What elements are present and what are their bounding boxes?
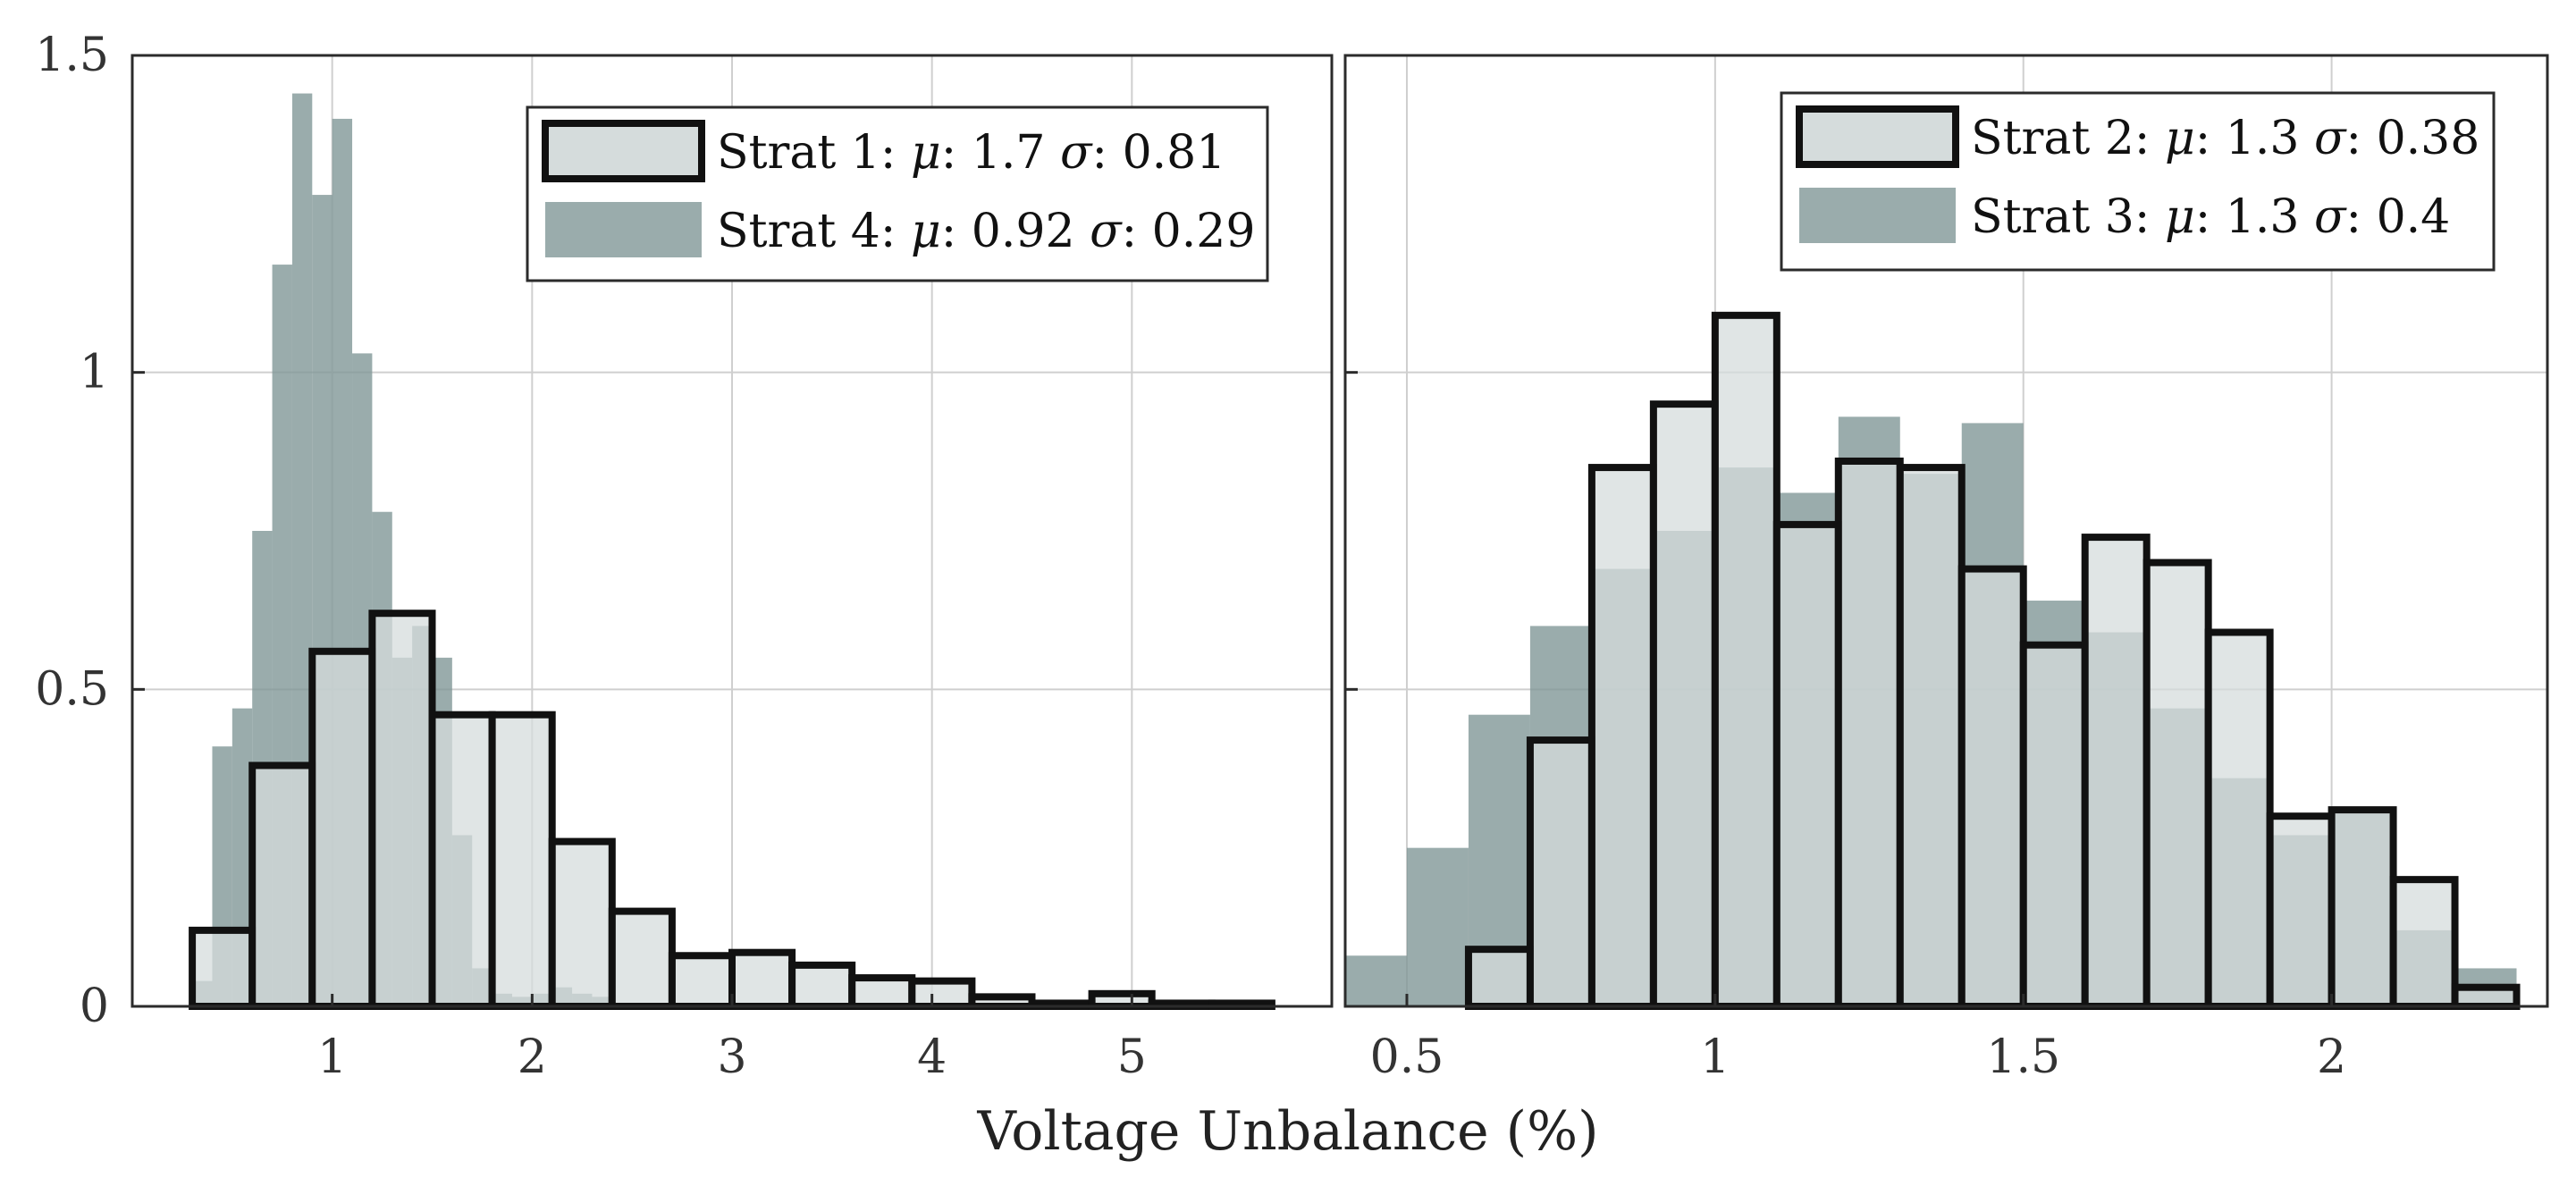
- histogram-bar: [1957, 565, 2027, 1010]
- histogram-bar: [189, 926, 257, 1011]
- histogram-bar: [1345, 955, 1407, 1006]
- histogram-bar: [2389, 876, 2459, 1011]
- histogram-panel-right: 0.5 1 1.5 2 Strat 2: μ: 1.3 σ: 0.38 Strat 3: …: [1343, 54, 2549, 1084]
- y-tick-label: 1.5: [35, 29, 109, 82]
- histogram-bar: [368, 610, 436, 1010]
- x-tick-label: 0.5: [1370, 1030, 1444, 1084]
- histogram-bar: [428, 711, 496, 1010]
- y-tick-label: 0.5: [35, 662, 109, 716]
- histogram-bar: [488, 711, 556, 1010]
- histogram-bar: [248, 761, 316, 1010]
- histogram-bar: [1587, 464, 1657, 1010]
- histogram-bar: [1088, 989, 1156, 1011]
- legend: Strat 2: μ: 1.3 σ: 0.38 Strat 3: μ: 1.3 σ…: [1780, 91, 2496, 272]
- x-tick-label: 1: [317, 1030, 347, 1084]
- histogram-bar: [2266, 812, 2336, 1011]
- histogram-bar: [2204, 628, 2274, 1010]
- legend-label: Strat 2: μ: 1.3 σ: 0.38: [1971, 112, 2479, 165]
- histogram-bar: [2081, 534, 2151, 1010]
- series-outline: [1464, 311, 2521, 1011]
- series-outline: [189, 610, 1275, 1011]
- x-tick-label: 4: [917, 1030, 947, 1084]
- legend-label: Strat 1: μ: 1.7 σ: 0.81: [717, 126, 1225, 180]
- histogram-bar: [1772, 520, 1842, 1010]
- histogram-bar: [1649, 400, 1719, 1010]
- histogram-bar: [1834, 457, 1904, 1010]
- x-tick-label: 1.5: [1986, 1030, 2060, 1084]
- histogram-bar: [1406, 847, 1469, 1006]
- x-tick-label: 2: [518, 1030, 547, 1084]
- histogram-bar: [2451, 983, 2521, 1010]
- histogram-bar: [908, 977, 976, 1011]
- histogram-bar: [668, 952, 737, 1010]
- histogram-bar: [968, 993, 1036, 1010]
- y-tick-label: 1: [80, 346, 109, 400]
- legend-label: Strat 3: μ: 1.3 σ: 0.4: [1971, 190, 2450, 244]
- histogram-bar: [848, 974, 916, 1010]
- histogram-bar: [788, 961, 856, 1010]
- histogram-bar: [308, 647, 376, 1010]
- y-tick-label: 0: [80, 980, 109, 1033]
- histogram-bar: [2142, 559, 2212, 1010]
- legend-swatch: [1796, 105, 1959, 168]
- x-tick-label: 1: [1700, 1030, 1730, 1084]
- x-tick-label: 2: [2317, 1030, 2346, 1084]
- histogram-bar: [1711, 311, 1780, 1010]
- histogram-bar: [608, 907, 676, 1010]
- legend-label: Strat 4: μ: 0.92 σ: 0.29: [717, 205, 1255, 258]
- histogram-bar: [1526, 736, 1595, 1011]
- legend: Strat 1: μ: 1.7 σ: 0.81 Strat 4: μ: 0.92 …: [526, 105, 1269, 282]
- x-tick-label: 5: [1117, 1030, 1147, 1084]
- legend-swatch: [542, 120, 705, 182]
- x-axis-label: Voltage Unbalance (%): [976, 1100, 1598, 1163]
- histogram-bar: [1896, 464, 1966, 1010]
- legend-swatch: [545, 202, 702, 257]
- axis-ticks: 1 2 3 4 5 0 0.5 1 1.5: [35, 29, 1147, 1084]
- x-tick-label: 3: [717, 1030, 746, 1084]
- histogram-bar: [2328, 806, 2397, 1011]
- legend-swatch: [1799, 188, 1956, 243]
- histogram-bar: [728, 948, 796, 1010]
- histogram-bar: [548, 837, 616, 1010]
- axis-ticks: 0.5 1 1.5 2: [1345, 54, 2346, 1084]
- histogram-bar: [2019, 641, 2089, 1010]
- histogram-bar: [1464, 946, 1534, 1011]
- axes-frame: [1343, 54, 2549, 1008]
